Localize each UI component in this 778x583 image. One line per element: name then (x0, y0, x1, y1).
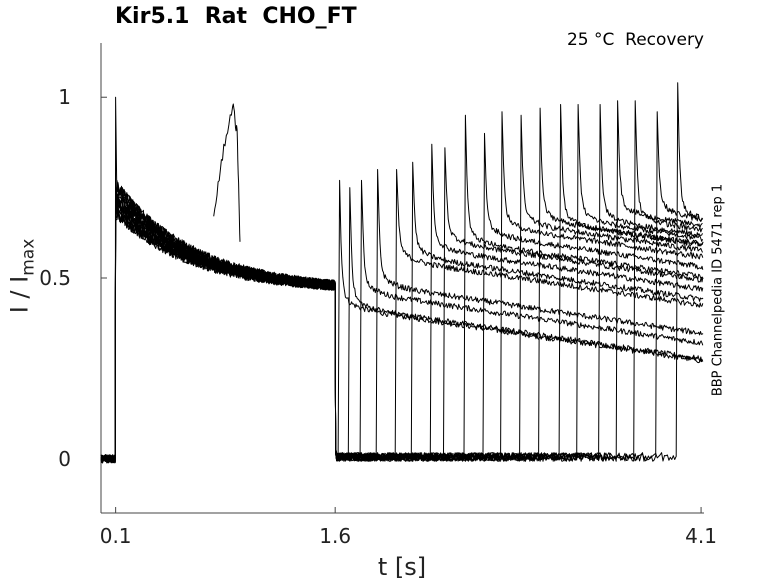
x-tick-label: 1.6 (319, 524, 351, 548)
recovery-trace (100, 100, 703, 463)
recovery-trace (100, 104, 703, 464)
recovery-trace (100, 143, 704, 463)
x-axis-label: t [s] (377, 553, 427, 581)
recovery-trace (100, 179, 704, 464)
axis-ticks: 0.1 1.6 4.1 0 0.5 1 (39, 85, 717, 548)
recovery-trace (100, 96, 704, 463)
y-tick-label: 0.5 (39, 266, 71, 290)
x-tick-label: 4.1 (685, 524, 717, 548)
traces (100, 82, 704, 464)
recovery-trace (100, 104, 703, 464)
recovery-trace (100, 147, 704, 464)
axes (100, 43, 704, 514)
recovery-trace (100, 104, 703, 463)
chart-title: Kir5.1 Rat CHO_FT (115, 4, 357, 29)
recovery-trace (100, 82, 704, 464)
recovery-trace (100, 161, 704, 463)
recovery-trace (100, 169, 704, 464)
y-tick-label: 0 (58, 447, 71, 471)
recovery-trace (100, 100, 703, 463)
transient-bump-trace (213, 103, 241, 242)
y-tick-label: 1 (58, 85, 71, 109)
x-tick-label: 0.1 (100, 524, 132, 548)
chart-subtitle: 25 °C Recovery (566, 30, 704, 50)
